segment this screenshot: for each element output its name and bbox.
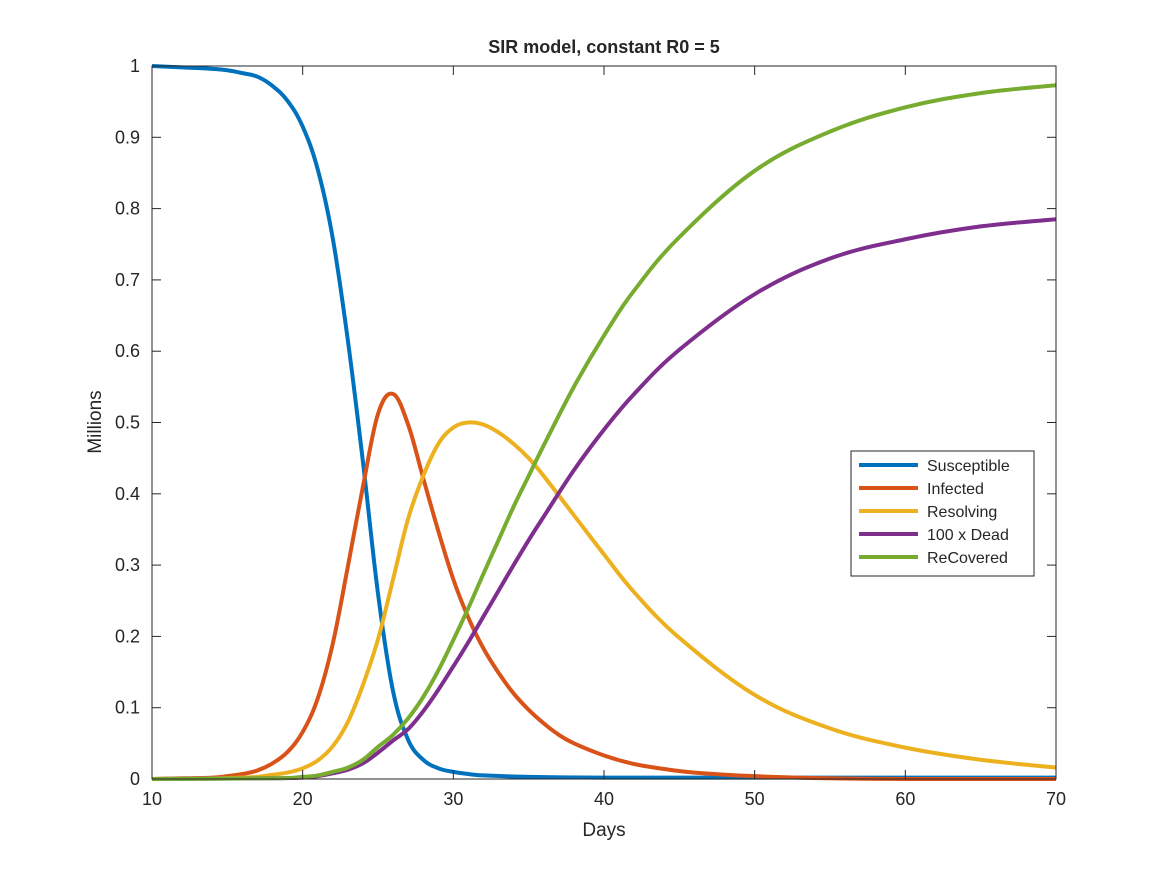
y-tick-label: 0.5: [115, 413, 140, 433]
y-tick-label: 0.7: [115, 270, 140, 290]
x-tick-label: 30: [443, 789, 463, 809]
y-tick-label: 0.1: [115, 698, 140, 718]
y-tick-label: 1: [130, 56, 140, 76]
plot-area: 10 20 30 40 50 60 70 0 0.1 0.2 0.3 0.4 0.5 0.6 0.7 0.8 0…: [115, 56, 1066, 809]
x-tick-label: 60: [895, 789, 915, 809]
x-tick-label: 70: [1046, 789, 1066, 809]
x-tick-label: 40: [594, 789, 614, 809]
y-tick-label: 0.8: [115, 199, 140, 219]
y-tick-label: 0: [130, 769, 140, 789]
legend-label-resolving: Resolving: [927, 504, 997, 521]
legend-label-infected: Infected: [927, 481, 984, 498]
x-tick-label: 20: [293, 789, 313, 809]
y-tick-label: 0.9: [115, 127, 140, 147]
x-tick-label: 10: [142, 789, 162, 809]
y-tick-label: 0.3: [115, 555, 140, 575]
chart-title: SIR model, constant R0 = 5: [488, 37, 720, 57]
series-line-recovered: [152, 83, 1056, 781]
plot-background: [152, 66, 1056, 779]
x-axis-label: Days: [582, 820, 625, 841]
legend-label-susceptible: Susceptible: [927, 458, 1010, 475]
y-tick-label: 0.2: [115, 626, 140, 646]
y-tick-label: 0.6: [115, 341, 140, 361]
legend-label-recovered: ReCovered: [927, 550, 1008, 567]
legend: Susceptible Infected Resolving 100 x Dead Re…: [850, 450, 1035, 577]
y-axis-label: Millions: [85, 390, 106, 453]
y-tick-label: 0.4: [115, 484, 140, 504]
x-tick-label: 50: [745, 789, 765, 809]
legend-label-100-x-dead: 100 x Dead: [927, 527, 1009, 544]
series-line-susceptible: [152, 64, 1056, 780]
series-line-infected: [152, 391, 1056, 781]
series-line-resolving: [152, 420, 1056, 781]
